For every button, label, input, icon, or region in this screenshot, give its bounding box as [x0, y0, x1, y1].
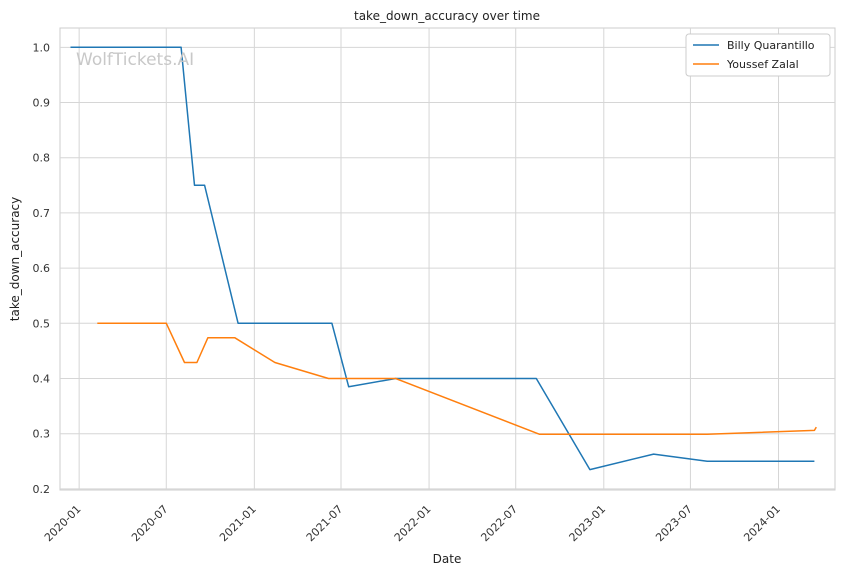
y-tick-label: 0.3 [33, 428, 51, 441]
x-tick-label: 2022-01 [392, 503, 434, 545]
y-tick-label: 0.2 [33, 483, 51, 496]
x-tick-label: 2022-07 [478, 503, 520, 545]
y-tick-label: 0.4 [33, 373, 51, 386]
x-tick-label: 2021-01 [217, 503, 259, 545]
y-tick-label: 0.5 [33, 317, 51, 330]
x-tick-label: 2023-07 [653, 503, 695, 545]
x-axis-label: Date [433, 552, 462, 566]
plot-area [59, 27, 836, 491]
series-line-youssef-zalal [97, 322, 817, 436]
series-layer [70, 46, 817, 471]
y-tick-label: 1.0 [33, 41, 51, 54]
watermark: WolfTickets.AI [76, 50, 194, 70]
x-tick-label: 2020-07 [129, 503, 171, 545]
chart-title: take_down_accuracy over time [354, 9, 540, 23]
x-tick-label: 2020-01 [42, 503, 84, 545]
y-tick-label: 0.9 [33, 97, 51, 110]
x-tick-label: 2021-07 [304, 503, 346, 545]
legend-label-youssef: Youssef Zalal [726, 58, 799, 71]
legend: Billy Quarantillo Youssef Zalal [685, 33, 831, 77]
y-tick-label: 0.7 [33, 207, 51, 220]
legend-box [685, 33, 831, 77]
series-line-billy-quarantillo [70, 46, 815, 471]
y-tick-label: 0.8 [33, 152, 51, 165]
y-tick-label: 0.6 [33, 262, 51, 275]
grid [60, 28, 835, 490]
legend-label-billy: Billy Quarantillo [727, 39, 815, 52]
y-axis-label: take_down_accuracy [8, 197, 22, 321]
x-tick-label: 2024-01 [741, 503, 783, 545]
x-tick-label: 2023-01 [567, 503, 609, 545]
